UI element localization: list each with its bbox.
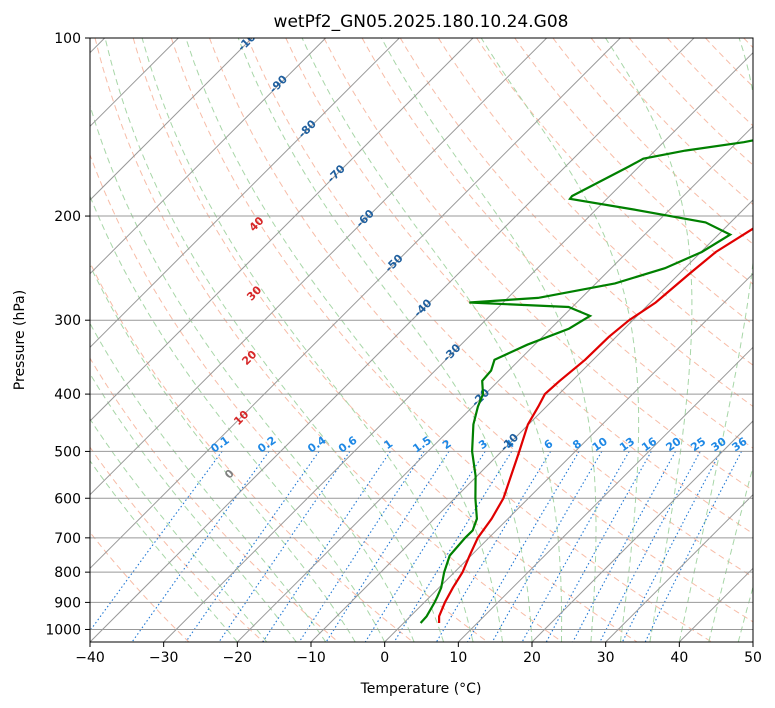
- mixing-ratio-line: [599, 451, 701, 642]
- x-tick-label: −40: [75, 650, 105, 666]
- x-tick-label: 20: [523, 650, 541, 666]
- mixing-ratio-line: [90, 451, 223, 632]
- moist-adiabat-line: [90, 103, 415, 642]
- mixing-ratio-line: [435, 451, 552, 642]
- y-tick-label: 100: [54, 31, 81, 47]
- y-tick-label: 800: [54, 565, 81, 581]
- y-tick-label: 400: [54, 387, 81, 403]
- isotherm-line: [90, 38, 474, 422]
- x-tick-label: −20: [223, 650, 253, 666]
- isotherm-line: [752, 641, 753, 642]
- isotherm-line: [384, 272, 753, 642]
- dry-adiabat-line: [437, 38, 753, 366]
- mixing-ratio-line: [364, 451, 486, 642]
- dry-adiabat-line: [132, 38, 638, 642]
- moist-adiabat-line: [90, 264, 356, 642]
- y-tick-label: 600: [54, 491, 81, 507]
- dewpoint-line: [419, 139, 753, 624]
- dry-adiabat-line: [90, 446, 264, 642]
- mixing-ratio-line: [545, 451, 652, 642]
- y-tick-label: 700: [54, 531, 81, 547]
- moist-adiabat-line: [301, 38, 563, 642]
- mixing-ratio-line: [185, 451, 320, 642]
- y-axis-ticks: 1000 900 800 700 600 500 400 300 200 100: [45, 31, 90, 638]
- dry-adiabat-line: [285, 38, 753, 535]
- moist-adiabat-line: [185, 38, 503, 642]
- moist-adiabat-line: [90, 459, 238, 642]
- moist-adiabat-line: [380, 38, 597, 642]
- isotherm-line: [90, 38, 621, 570]
- dry-adiabat-line: [552, 38, 753, 245]
- y-tick-label: 900: [54, 595, 81, 611]
- mixing-ratio-line: [467, 451, 580, 642]
- x-tick-label: 50: [744, 650, 762, 666]
- y-tick-label: 1000: [45, 622, 81, 638]
- mixing-ratio-line: [393, 451, 513, 642]
- isotherm-line: [310, 199, 753, 642]
- x-tick-label: 30: [597, 650, 615, 666]
- moist-adiabats: [90, 38, 753, 642]
- isotherm-line: [90, 38, 327, 275]
- isotherm-line: [605, 493, 753, 642]
- moist-adiabat-line: [737, 585, 753, 642]
- moist-adiabat-line: [605, 38, 693, 642]
- x-tick-label: −30: [149, 650, 179, 666]
- moist-adiabat-line: [90, 194, 386, 642]
- temperature-line: [438, 227, 753, 623]
- moist-adiabat-line: [104, 38, 445, 642]
- moist-adiabat-line: [678, 38, 753, 642]
- dry-adiabat-line: [90, 261, 414, 642]
- y-tick-label: 300: [54, 313, 81, 329]
- moist-adiabat-line: [90, 322, 327, 642]
- x-tick-label: −10: [296, 650, 326, 666]
- dry-adiabat-line: [590, 38, 753, 206]
- x-tick-label: 40: [670, 650, 688, 666]
- dry-adiabat-line: [94, 38, 563, 642]
- isobars: [90, 38, 753, 630]
- mixing-ratio-line: [491, 451, 603, 642]
- isotherm-line: [90, 38, 400, 349]
- dry-adiabat-line: [399, 38, 753, 408]
- mixing-ratio-line: [572, 451, 676, 642]
- moist-adiabat-line: [90, 372, 297, 642]
- dry-adiabat-line: [170, 38, 712, 642]
- plot-background: [90, 38, 753, 642]
- y-tick-label: 200: [54, 209, 81, 225]
- mixing-ratio-line: [621, 451, 722, 642]
- dry-adiabat-line: [90, 357, 339, 642]
- dry-adiabat-line: [247, 38, 753, 578]
- chart-title: wetPf2_GN05.2025.180.10.24.G08: [274, 12, 569, 32]
- isotherm-line: [457, 346, 753, 642]
- mixing-ratio-line: [325, 451, 450, 642]
- isotherm-line: [531, 420, 753, 642]
- dry-adiabat-line: [323, 38, 753, 492]
- y-axis-label: Pressure (hPa): [12, 290, 28, 390]
- x-tick-label: 0: [380, 650, 389, 666]
- isotherm-line: [163, 51, 753, 642]
- plot-frame: [89, 37, 754, 643]
- mixing-ratio-lines: [90, 451, 742, 642]
- x-tick-label: 10: [449, 650, 467, 666]
- moist-adiabat-line: [237, 38, 533, 642]
- moist-adiabat-line: [708, 464, 753, 642]
- x-axis-label: Temperature (°C): [360, 681, 482, 697]
- y-tick-label: 500: [54, 444, 81, 460]
- mixing-ratio-line: [218, 451, 351, 642]
- isotherm-line: [90, 38, 548, 496]
- x-axis-ticks: −40 −30 −20 −10 0 10 20 30 40 50: [75, 642, 762, 666]
- moist-adiabat-line: [90, 418, 268, 642]
- dry-adiabat-line: [209, 38, 753, 623]
- mixing-ratio-line: [521, 451, 630, 642]
- isotherm-line: [90, 38, 253, 201]
- isotherm-line: [90, 38, 695, 642]
- moist-adiabat-line: [141, 38, 474, 642]
